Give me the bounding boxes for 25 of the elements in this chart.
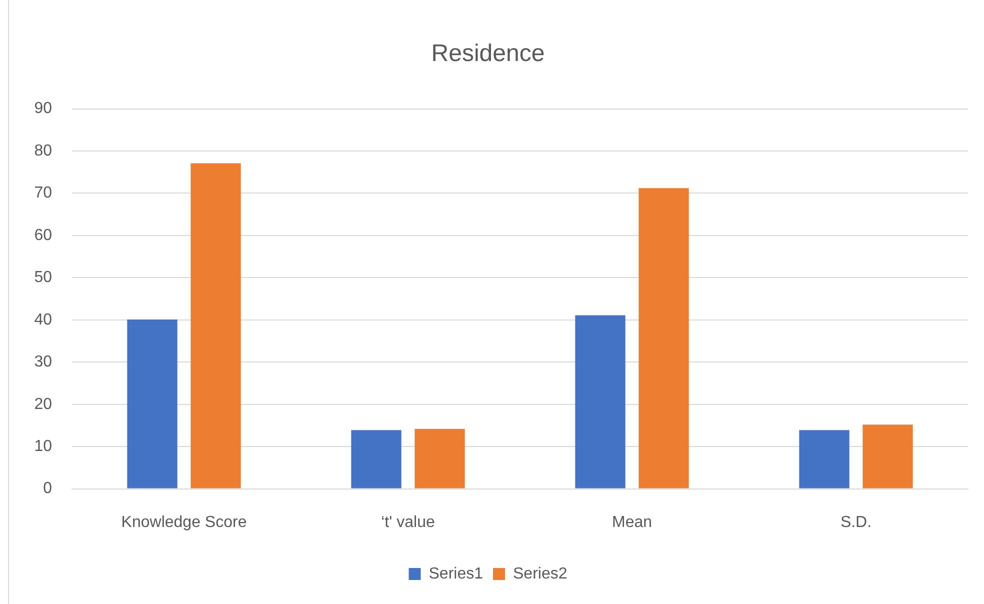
- x-tick-label: ‘t' value: [381, 514, 435, 531]
- bar: [414, 428, 465, 488]
- x-tick-label: Knowledge Score: [121, 514, 247, 531]
- bar: [575, 315, 626, 488]
- y-tick-label: 50: [34, 269, 52, 286]
- x-tick-label: Mean: [612, 514, 652, 531]
- y-tick-label: 20: [34, 396, 52, 413]
- y-tick-label: 0: [43, 480, 52, 498]
- bar: [799, 430, 850, 488]
- bar: [638, 188, 689, 488]
- y-tick-label: 70: [34, 184, 52, 202]
- chart-title: Residence: [431, 40, 545, 68]
- y-tick-label: 30: [34, 354, 52, 371]
- bar: [190, 163, 241, 488]
- x-tick-label: S.D.: [840, 514, 872, 531]
- legend-label: Series2: [513, 565, 568, 582]
- y-tick-label: 60: [34, 226, 52, 244]
- y-tick-label: 80: [34, 142, 52, 160]
- y-tick-label: 90: [34, 100, 52, 118]
- bar: [127, 319, 178, 488]
- legend-label: Series1: [428, 565, 484, 582]
- bar: [351, 430, 402, 488]
- y-tick-label: 40: [34, 311, 52, 328]
- bar: [862, 424, 913, 488]
- y-tick-label: 10: [34, 438, 52, 455]
